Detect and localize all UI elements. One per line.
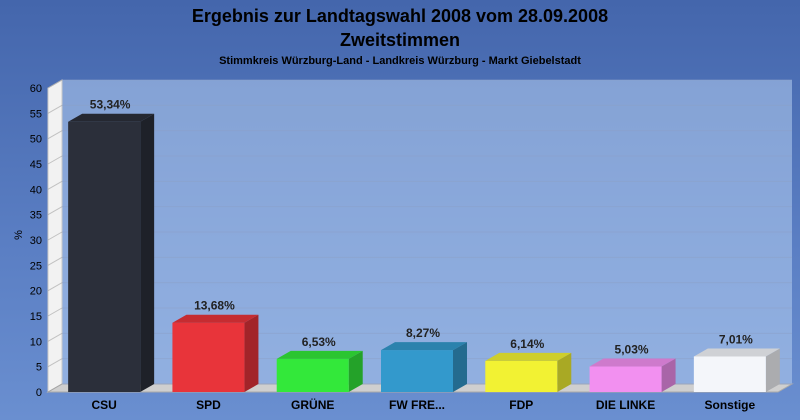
bar bbox=[589, 366, 662, 392]
y-tick-label: 20 bbox=[30, 286, 42, 298]
chart-subtitle: Stimmkreis Würzburg-Land - Landkreis Wür… bbox=[219, 55, 581, 67]
bar-side bbox=[661, 358, 676, 392]
x-tick-label: FDP bbox=[509, 398, 533, 412]
bar-side bbox=[348, 350, 363, 392]
bar-top bbox=[381, 342, 467, 351]
y-tick-label: 5 bbox=[36, 362, 42, 374]
grid-line-side bbox=[47, 383, 63, 393]
bar bbox=[381, 350, 453, 392]
data-label: 7,01% bbox=[719, 332, 753, 346]
x-tick-label: CSU bbox=[91, 398, 116, 412]
bar-side bbox=[765, 348, 780, 392]
bar bbox=[276, 358, 349, 392]
bar-top bbox=[68, 113, 155, 122]
y-tick-label: 15 bbox=[30, 311, 42, 323]
y-axis-label: % bbox=[13, 230, 25, 240]
bar bbox=[693, 356, 766, 392]
grid-line-side bbox=[47, 130, 63, 140]
y-tick-label: 10 bbox=[30, 336, 42, 348]
grid-line-side bbox=[47, 307, 63, 317]
grid-line-side bbox=[47, 104, 63, 114]
bar-top bbox=[589, 358, 676, 367]
bar bbox=[172, 322, 245, 392]
grid-line-side bbox=[47, 231, 63, 241]
y-tick-label: 0 bbox=[36, 387, 42, 399]
bar-top bbox=[276, 350, 363, 359]
x-tick-label: SPD bbox=[196, 398, 221, 412]
bar-top bbox=[485, 352, 572, 361]
data-label: 13,68% bbox=[194, 299, 235, 313]
y-tick-label: 60 bbox=[30, 83, 42, 95]
data-label: 53,34% bbox=[90, 98, 131, 112]
bar-top bbox=[172, 314, 259, 323]
chart-title: Ergebnis zur Landtagswahl 2008 vom 28.09… bbox=[192, 6, 608, 26]
y-tick-label: 45 bbox=[30, 159, 42, 171]
grid-line-side bbox=[47, 332, 63, 342]
bar bbox=[485, 360, 558, 392]
bar-side bbox=[557, 352, 572, 392]
data-label: 6,53% bbox=[302, 335, 336, 349]
bar bbox=[68, 121, 141, 392]
bar-side bbox=[453, 342, 467, 392]
y-tick-label: 25 bbox=[30, 260, 42, 272]
data-label: 6,14% bbox=[510, 337, 544, 351]
x-tick-label: GRÜNE bbox=[291, 397, 334, 412]
y-tick-label: 50 bbox=[30, 134, 42, 146]
grid-line-side bbox=[47, 206, 63, 216]
y-tick-label: 35 bbox=[30, 210, 42, 222]
y-tick-label: 40 bbox=[30, 184, 42, 196]
grid-line-side bbox=[47, 180, 63, 190]
data-label: 8,27% bbox=[406, 326, 440, 340]
grid-line-side bbox=[47, 79, 63, 89]
y-tick-label: 55 bbox=[30, 108, 42, 120]
plot-area: 0 5 10 15 20 25 30 35 40 45 50 55 60 53,34% CSU 13,68% S… bbox=[30, 79, 794, 412]
chart-title-2: Zweitstimmen bbox=[340, 30, 460, 50]
y-tick-label: 30 bbox=[30, 235, 42, 247]
grid-line-side bbox=[47, 282, 63, 292]
data-label: 5,03% bbox=[615, 343, 649, 357]
grid-line-side bbox=[47, 155, 63, 165]
bar-side bbox=[140, 113, 155, 392]
x-tick-label: Sonstige bbox=[705, 398, 756, 412]
x-tick-label: FW FRE... bbox=[389, 398, 445, 412]
bar-side bbox=[244, 314, 259, 392]
grid-line-side bbox=[47, 256, 63, 266]
bar-top bbox=[693, 348, 780, 357]
x-tick-label: DIE LINKE bbox=[596, 398, 655, 412]
grid-line-side bbox=[47, 358, 63, 368]
